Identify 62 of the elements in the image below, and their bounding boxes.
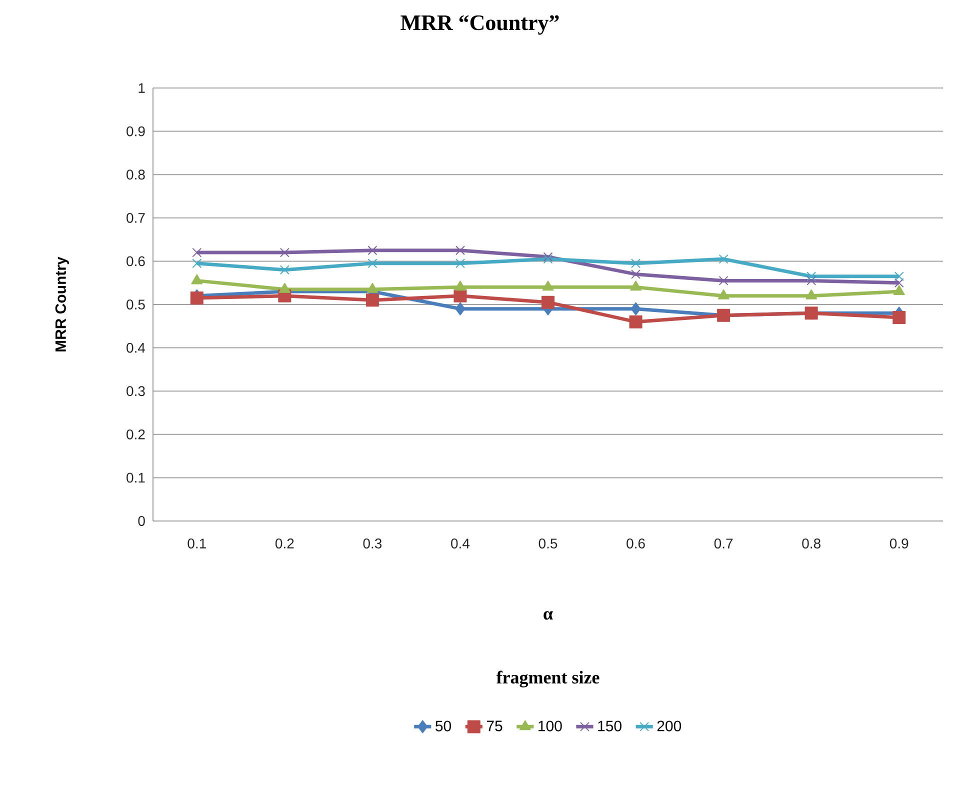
point — [631, 258, 641, 268]
point — [718, 254, 728, 264]
point — [278, 282, 290, 293]
y-tick-label: 0.7 — [126, 212, 145, 223]
x-axis-title: α — [544, 611, 553, 620]
y-axis-title: MRR Country — [55, 256, 69, 352]
x-tick-label: 0.4 — [451, 538, 470, 548]
point — [191, 274, 203, 284]
point — [368, 246, 378, 256]
x-tick-label: 0.1 — [188, 538, 206, 548]
y-tick-label: 0.1 — [126, 472, 145, 483]
point — [366, 282, 378, 293]
point — [542, 296, 555, 309]
legend-label: 150 — [598, 720, 622, 732]
x-tick-label: 0.2 — [275, 538, 294, 548]
point — [806, 289, 818, 300]
point — [366, 294, 379, 307]
x-tick-label: 0.8 — [802, 538, 820, 548]
y-tick-label: 0 — [138, 516, 145, 526]
y-tick-label: 0.3 — [126, 386, 145, 396]
y-tick-label: 0.4 — [126, 342, 146, 353]
legend-label: 100 — [538, 720, 562, 732]
point — [718, 276, 728, 286]
point — [368, 258, 378, 268]
y-tick-label: 0.5 — [126, 300, 145, 310]
point — [192, 258, 202, 268]
point — [455, 246, 465, 256]
x-tick-label: 0.9 — [890, 538, 908, 548]
point — [454, 289, 467, 302]
point — [630, 302, 641, 316]
point — [629, 315, 642, 328]
point — [454, 280, 466, 291]
point — [280, 265, 290, 275]
legend-label: 50 — [436, 720, 452, 732]
x-tick-label: 0.7 — [714, 538, 733, 548]
point — [542, 280, 554, 291]
point — [894, 278, 904, 288]
y-tick-label: 0.2 — [126, 429, 145, 440]
point — [806, 272, 816, 282]
x-tick-label: 0.6 — [626, 538, 645, 548]
point — [630, 280, 642, 291]
point — [192, 248, 202, 258]
point — [718, 289, 730, 300]
point — [455, 302, 466, 316]
point — [190, 292, 204, 305]
legend-title: fragment size — [496, 670, 600, 688]
legend-label: 200 — [657, 720, 682, 732]
point — [631, 269, 641, 279]
x-tick-label: 0.5 — [538, 538, 558, 548]
point — [806, 276, 816, 286]
y-tick-label: 0.9 — [126, 126, 145, 136]
y-tick-label: 0.6 — [126, 256, 145, 266]
point — [892, 310, 906, 324]
point — [280, 248, 290, 258]
y-tick-label: 1 — [138, 83, 145, 93]
x-tick-label: 0.3 — [363, 538, 382, 548]
point — [893, 285, 905, 296]
point — [894, 272, 904, 282]
y-tick-label: 0.8 — [126, 170, 145, 180]
point — [455, 258, 465, 268]
chart-title: MRR “Country” — [400, 15, 559, 35]
legend-label: 75 — [486, 720, 502, 732]
